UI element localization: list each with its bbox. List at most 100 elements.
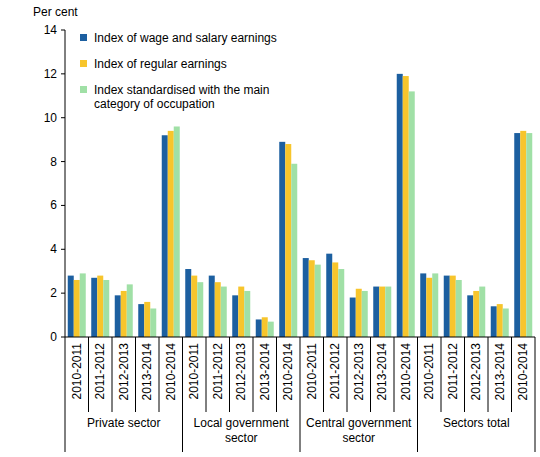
bars [68,74,533,337]
y-axis-label: Per cent [33,5,78,19]
bar [209,276,215,337]
x-tick-label: 2010-2011 [305,343,319,400]
x-tick-label: 2011-2012 [446,343,460,400]
bar [97,276,103,337]
y-tick-label: 14 [44,23,58,37]
bar [397,74,403,337]
bar [373,287,379,337]
group-label: Private sector [87,416,160,430]
category-separator [229,337,230,412]
bar [309,260,315,337]
bar [514,133,520,337]
bar [350,298,356,337]
y-axis [65,30,66,337]
bar [121,291,127,337]
bar [291,164,297,337]
bar [503,308,509,337]
category-separator [112,337,113,412]
legend-label: Index standardised with the maincategory… [94,83,269,111]
bar [268,322,274,337]
bar [338,269,344,337]
bar [315,265,321,337]
category-separator [441,337,442,412]
bar [185,269,191,337]
bar [279,142,285,337]
x-tick-label: 2012-2013 [352,343,366,401]
bar [168,131,174,337]
bar [215,282,221,337]
group-separator [182,337,183,452]
bar [221,287,227,337]
bar [420,273,426,337]
bar [473,291,479,337]
x-tick-label: 2013-2014 [140,343,154,401]
bar [115,295,121,337]
x-tick-label: 2012-2013 [234,343,248,401]
bar [426,278,432,337]
bar [385,287,391,337]
bar [197,282,203,337]
y-tick-label: 6 [50,198,57,212]
group-separator [417,337,418,452]
bar [191,276,197,337]
bar [262,317,268,337]
x-tick-label: 2012-2013 [117,343,131,401]
bar [68,276,74,337]
bar [238,287,244,337]
category-separator [206,337,207,412]
bar [103,280,109,337]
bar [520,131,526,337]
y-tick [61,73,65,74]
x-tick-label: 2013-2014 [375,343,389,401]
group-label: Local governmentsector [194,416,290,445]
bar [91,278,97,337]
bar [497,304,503,337]
y-tick [61,249,65,250]
x-tick-label: 2010-2014 [399,343,413,401]
category-separator [159,337,160,412]
bar [162,135,168,337]
x-tick-label: 2010-2011 [422,343,436,400]
bar [232,295,238,337]
x-tick-label: 2013-2014 [493,343,507,401]
category-separator [464,337,465,412]
y-tick [61,293,65,294]
category-separator [488,337,489,412]
y-tick-label: 8 [50,155,57,169]
bar [450,276,456,337]
bar [432,273,438,337]
x-tick-label: 2013-2014 [258,343,272,401]
bar [256,319,262,337]
bar [144,302,150,337]
category-separator [394,337,395,412]
x-tick-label: 2011-2012 [211,343,225,400]
y-tick [61,205,65,206]
bar [479,287,485,337]
bar [244,291,250,337]
x-tick-label: 2010-2014 [164,343,178,401]
bar [127,284,133,337]
category-separator [276,337,277,412]
x-tick-label: 2010-2011 [70,343,84,400]
bar [332,262,338,337]
category-separator [370,337,371,412]
category-separator [88,337,89,412]
x-tick-label: 2011-2012 [93,343,107,400]
category-separator [253,337,254,412]
bar [326,254,332,337]
bar [138,304,144,337]
category-separator [347,337,348,412]
legend-label: Index of wage and salary earnings [94,31,277,45]
bar [379,287,385,337]
category-separator [511,337,512,412]
bar [444,276,450,337]
chart: Per cent024681012142010-20112011-2012201… [0,0,540,457]
legend-swatch [80,34,87,41]
y-tick [61,337,65,338]
bar [285,144,291,337]
bar [80,273,86,337]
bar [356,289,362,337]
y-tick-label: 4 [50,242,57,256]
y-tick [61,161,65,162]
group-separator [65,337,66,452]
